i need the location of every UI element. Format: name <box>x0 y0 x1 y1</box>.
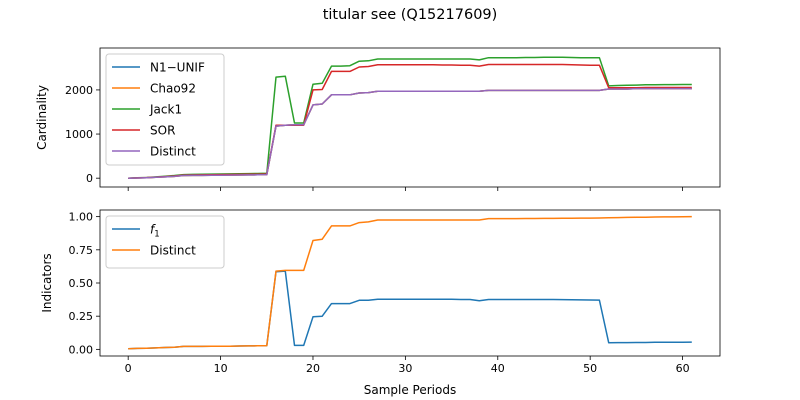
x-tick-label: 10 <box>214 362 228 375</box>
y-tick-label: 1000 <box>65 128 93 141</box>
x-tick-label: 50 <box>583 362 597 375</box>
series-line-2-1 <box>128 270 692 350</box>
y-axis-label: Indicators <box>40 253 54 312</box>
x-tick-label: 60 <box>676 362 690 375</box>
legend: f1 Distinct <box>105 215 225 269</box>
chart-panel-1: 0 1000 2000 Cardinality N1−UNIF Chao92 Jack1 SO… <box>35 47 721 191</box>
x-tick-label: 20 <box>306 362 320 375</box>
legend-label: f1 <box>150 223 160 240</box>
y-axis-label: Cardinality <box>35 85 49 150</box>
legend-box <box>105 53 225 166</box>
legend-label: Chao92 <box>150 82 196 96</box>
series-line-1-5 <box>128 87 692 179</box>
legend: N1−UNIF Chao92 Jack1 SOR Distinct <box>105 53 225 166</box>
y-tick-label: 0.25 <box>69 310 94 323</box>
plot-frame <box>99 47 721 188</box>
legend-label: Jack1 <box>149 103 182 117</box>
series-lines <box>128 56 692 179</box>
legend-label: Distinct <box>150 244 196 258</box>
y-tick-label: 0.50 <box>69 277 94 290</box>
legend-box <box>105 215 225 269</box>
x-axis-label: Sample Periods <box>364 383 456 397</box>
legend-label: N1−UNIF <box>150 61 205 75</box>
series-lines <box>128 215 692 350</box>
y-tick-label: 2000 <box>65 84 93 97</box>
legend-label: SOR <box>150 124 175 138</box>
legend-label: Distinct <box>150 145 196 159</box>
x-tick-label: 30 <box>398 362 412 375</box>
x-tick-label: 0 <box>125 362 132 375</box>
x-tick-label: 40 <box>491 362 505 375</box>
y-tick-label: 0.75 <box>69 244 94 257</box>
figure-title: titular see (Q15217609) <box>323 7 498 23</box>
y-tick-label: 1.00 <box>69 211 94 224</box>
series-line-2-2 <box>128 215 692 350</box>
y-tick-label: 0.00 <box>69 343 94 356</box>
chart-panel-2: 0 10 20 30 40 50 60 0.00 0.25 0.50 0.75 1.00 Indicat… <box>40 209 721 397</box>
y-tick-label: 0 <box>86 172 93 185</box>
